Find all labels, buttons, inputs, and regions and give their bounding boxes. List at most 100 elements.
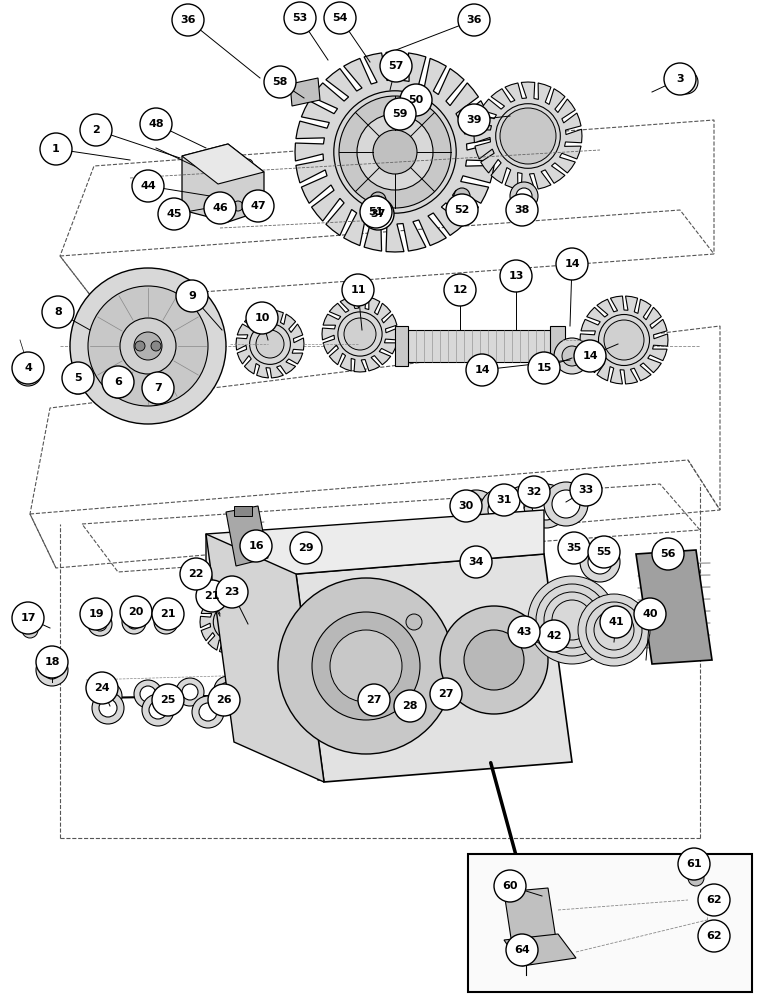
Polygon shape: [206, 534, 324, 782]
Text: 10: 10: [254, 313, 269, 323]
Circle shape: [359, 116, 431, 188]
Bar: [550, 326, 565, 366]
Circle shape: [36, 654, 68, 686]
Circle shape: [246, 302, 278, 334]
Circle shape: [180, 558, 212, 590]
Text: 41: 41: [608, 617, 624, 627]
Circle shape: [570, 474, 602, 506]
Circle shape: [444, 274, 476, 306]
Text: 13: 13: [508, 271, 523, 281]
Circle shape: [134, 680, 162, 708]
Circle shape: [518, 476, 550, 508]
Text: 56: 56: [660, 549, 676, 559]
Circle shape: [578, 594, 650, 666]
Circle shape: [333, 633, 399, 699]
Text: 4: 4: [24, 363, 32, 373]
Circle shape: [310, 610, 422, 722]
Text: 62: 62: [706, 931, 722, 941]
Circle shape: [364, 690, 384, 710]
Circle shape: [221, 611, 243, 633]
Circle shape: [430, 678, 462, 710]
Circle shape: [134, 332, 162, 360]
Text: 27: 27: [366, 695, 381, 705]
Circle shape: [182, 684, 198, 700]
Text: 25: 25: [161, 695, 176, 705]
Polygon shape: [636, 550, 712, 664]
Circle shape: [544, 482, 588, 526]
Circle shape: [394, 690, 426, 722]
Circle shape: [140, 686, 156, 702]
Circle shape: [609, 325, 639, 355]
Circle shape: [574, 340, 606, 372]
Polygon shape: [206, 510, 544, 574]
Circle shape: [342, 274, 374, 306]
Circle shape: [93, 617, 107, 631]
Circle shape: [678, 848, 710, 880]
Circle shape: [243, 159, 253, 169]
Circle shape: [152, 684, 184, 716]
Circle shape: [347, 321, 373, 347]
Text: 7: 7: [154, 383, 162, 393]
Circle shape: [604, 320, 644, 360]
Text: 29: 29: [298, 543, 313, 553]
Circle shape: [380, 50, 412, 82]
Circle shape: [502, 486, 546, 530]
Circle shape: [88, 286, 208, 406]
Circle shape: [151, 383, 165, 397]
Circle shape: [104, 370, 132, 398]
Text: 5: 5: [74, 373, 82, 383]
Circle shape: [256, 330, 284, 358]
Circle shape: [249, 324, 290, 364]
Circle shape: [258, 332, 282, 356]
Text: 47: 47: [250, 201, 266, 211]
Circle shape: [196, 580, 228, 612]
Circle shape: [506, 194, 538, 226]
Polygon shape: [236, 310, 304, 378]
Bar: [240, 628, 290, 636]
Text: 15: 15: [537, 363, 552, 373]
Text: 19: 19: [88, 609, 103, 619]
Circle shape: [88, 612, 112, 636]
Circle shape: [400, 84, 432, 116]
Circle shape: [362, 198, 394, 230]
Circle shape: [334, 91, 456, 213]
Polygon shape: [322, 296, 398, 372]
Circle shape: [454, 188, 470, 204]
Text: 1: 1: [52, 144, 60, 154]
Text: 33: 33: [578, 485, 594, 495]
Circle shape: [149, 701, 167, 719]
Circle shape: [344, 318, 376, 350]
Text: 42: 42: [546, 631, 562, 641]
Circle shape: [532, 492, 560, 520]
Text: 24: 24: [94, 683, 110, 693]
Text: 21: 21: [161, 609, 176, 619]
Text: 21: 21: [205, 591, 220, 601]
Circle shape: [543, 635, 561, 653]
Circle shape: [254, 676, 282, 704]
Circle shape: [140, 108, 172, 140]
Circle shape: [99, 699, 117, 717]
Text: 8: 8: [54, 307, 62, 317]
Text: 35: 35: [567, 543, 581, 553]
Text: 52: 52: [454, 205, 469, 215]
Circle shape: [458, 4, 490, 36]
Circle shape: [506, 934, 538, 966]
Circle shape: [176, 280, 208, 312]
Circle shape: [562, 346, 582, 366]
Circle shape: [573, 629, 591, 647]
Circle shape: [294, 542, 322, 570]
Text: 34: 34: [469, 557, 484, 567]
Circle shape: [176, 678, 204, 706]
Polygon shape: [440, 606, 548, 714]
Circle shape: [339, 96, 451, 208]
Text: 2: 2: [92, 125, 100, 135]
Polygon shape: [504, 888, 558, 958]
Circle shape: [42, 296, 74, 328]
Circle shape: [204, 192, 236, 224]
Circle shape: [14, 358, 42, 386]
Circle shape: [278, 578, 454, 754]
Circle shape: [598, 314, 649, 365]
Circle shape: [466, 354, 498, 386]
Circle shape: [213, 603, 251, 641]
Circle shape: [707, 925, 725, 943]
